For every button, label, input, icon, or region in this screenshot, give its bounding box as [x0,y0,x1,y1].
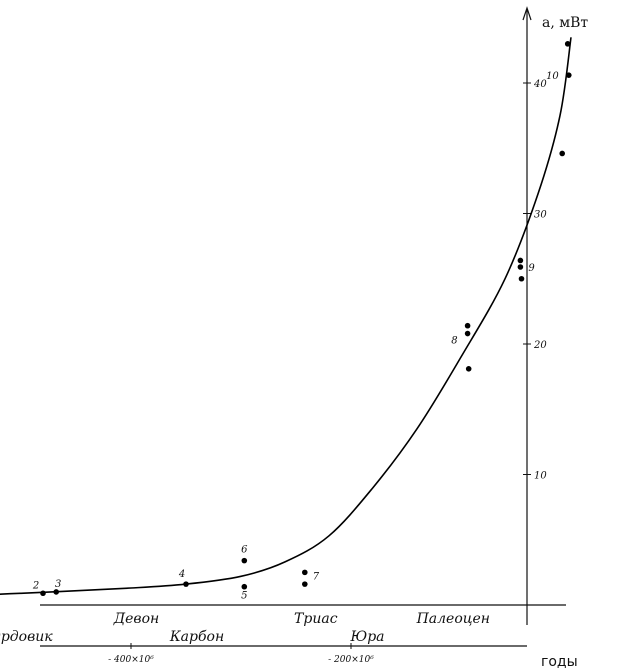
data-point-label: 2 [32,580,39,591]
data-point [559,150,565,157]
y-tick-label: 30 [534,210,547,221]
x-ticks: - 600×10⁶- 400×10⁶- 200×10⁶ [108,643,374,665]
x-tick-label: - 400×10⁶ [108,655,154,665]
data-point-label: 7 [313,571,320,582]
data-point [40,590,46,597]
data-point [566,72,572,78]
data-point [465,365,472,372]
period-label: Ордовик [0,629,53,645]
data-point-label: 6 [241,545,248,556]
y-tick-label: 40 [533,79,547,90]
data-point [517,257,524,264]
data-point [518,275,525,282]
data-point-label: 8 [451,336,457,347]
axes [40,6,566,647]
y-tick-label: 10 [534,471,547,482]
y-axis-label: a, мВт [542,15,588,31]
data-point [183,581,189,587]
data-point-label: 9 [528,263,535,274]
y-tick-label: 20 [533,340,547,351]
period-label: Карбон [169,629,224,645]
data-point-label: 3 [55,579,61,590]
x-tick-label: - 200×10⁶ [328,655,374,665]
data-point [302,581,308,587]
data-point [564,41,571,47]
data-point [241,557,248,564]
fit-curve [0,37,572,595]
data-point [241,583,248,590]
y-axis-arrow [522,6,532,21]
period-labels: КембрийОрдовикДевонКарбонТриасЮраПалеоце… [0,611,490,645]
period-label: Девон [113,611,159,627]
data-point-label: 4 [178,569,185,580]
period-label: Триас [294,611,338,627]
y-ticks: 10 20 30 40 [523,79,547,482]
data-point [464,322,471,329]
data-points: 12346578910 [32,41,572,602]
period-label: Палеоцен [416,611,490,627]
x-axis-label: годы [541,654,578,670]
data-point-label: 5 [241,591,247,602]
period-label: Юра [349,629,384,645]
data-point [53,589,59,595]
data-point-label: 10 [546,71,559,82]
data-point [517,264,524,270]
data-point [464,330,471,337]
data-point [302,569,308,576]
